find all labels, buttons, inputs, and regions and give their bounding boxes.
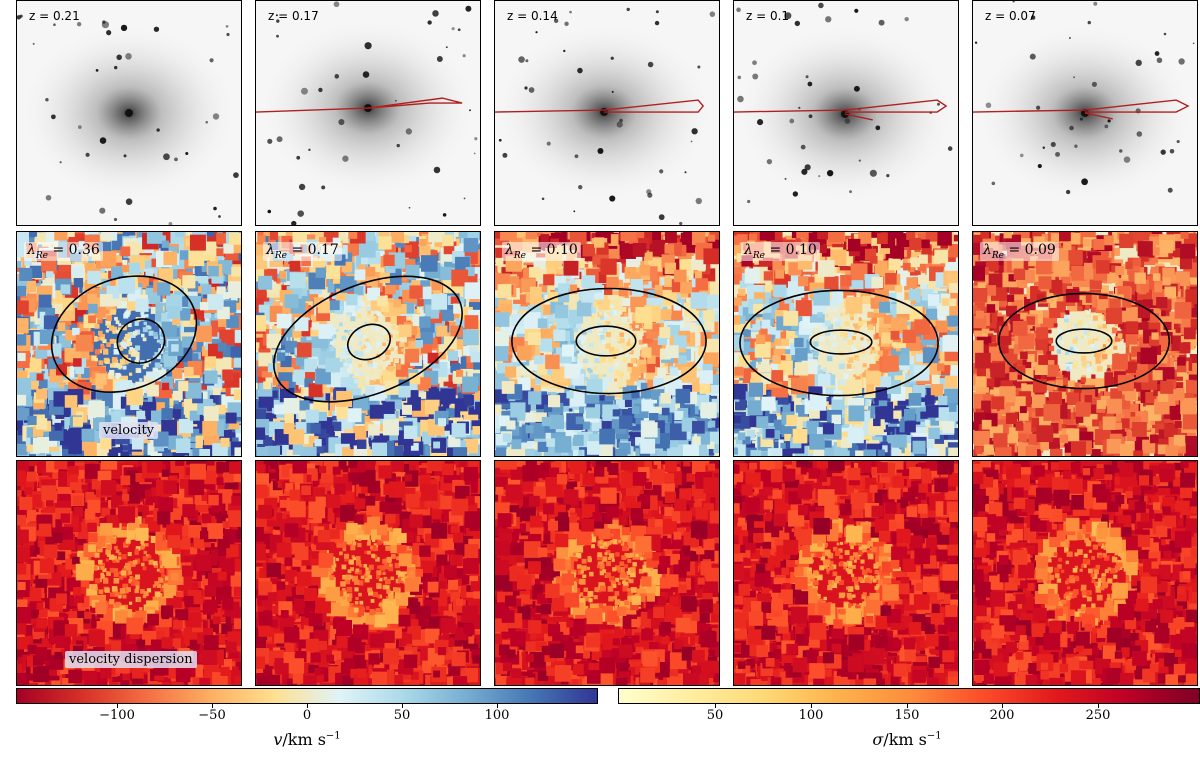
dispersion-map-1: [17, 461, 241, 685]
velocity-panel-1: λRe = 0.36 velocity: [16, 231, 242, 457]
lambda-label: λRe = 0.10: [741, 242, 820, 261]
velocity-axis-label: v/km s−1: [273, 730, 341, 749]
redshift-label: z = 0.17: [268, 9, 319, 23]
velocity-tick: 100: [484, 708, 510, 723]
dispersion-panel-1: velocity dispersion: [16, 460, 242, 686]
dispersion-map-2: [256, 461, 480, 685]
image-panel-4: z = 0.1: [733, 0, 959, 226]
velocity-tick: −50: [198, 708, 226, 723]
redshift-label: z = 0.07: [985, 9, 1036, 23]
velocity-map-2: [256, 232, 480, 456]
redshift-label: z = 0.1: [746, 9, 790, 23]
lambda-label: λRe = 0.10: [502, 242, 581, 261]
dispersion-panel-2: [255, 460, 481, 686]
velocity-colorbar: [16, 688, 598, 704]
dispersion-map-3: [495, 461, 719, 685]
lambda-label: λRe = 0.17: [263, 242, 342, 261]
velocity-tag: velocity: [99, 422, 159, 439]
velocity-map-4: [734, 232, 958, 456]
image-2: [256, 1, 480, 225]
velocity-panel-3: λRe = 0.10: [494, 231, 720, 457]
velocity-tick: −100: [99, 708, 135, 723]
velocity-panel-4: λRe = 0.10: [733, 231, 959, 457]
image-4: [734, 1, 958, 225]
velocity-tick: 50: [393, 708, 411, 723]
image-panel-5: z = 0.07: [972, 0, 1198, 226]
image-1: [17, 1, 241, 225]
redshift-label: z = 0.21: [29, 9, 80, 23]
velocity-panel-2: λRe = 0.17: [255, 231, 481, 457]
dispersion-map-5: [973, 461, 1197, 685]
dispersion-tick: 250: [1085, 708, 1111, 723]
velocity-map-3: [495, 232, 719, 456]
dispersion-tick: 50: [706, 708, 724, 723]
dispersion-colorbar: [618, 688, 1200, 704]
lambda-label: λRe = 0.09: [980, 242, 1059, 261]
velocity-panel-5: λRe = 0.09: [972, 231, 1198, 457]
dispersion-panel-4: [733, 460, 959, 686]
lambda-label: λRe = 0.36: [24, 242, 103, 261]
image-panel-1: z = 0.21: [16, 0, 242, 226]
dispersion-axis-label: σ/km s−1: [872, 730, 942, 749]
image-panel-3: z = 0.14: [494, 0, 720, 226]
velocity-map-5: [973, 232, 1197, 456]
dispersion-panel-5: [972, 460, 1198, 686]
dispersion-map-4: [734, 461, 958, 685]
dispersion-tick: 100: [798, 708, 824, 723]
velocity-tick: 0: [302, 708, 312, 723]
dispersion-tag: velocity dispersion: [65, 651, 197, 668]
redshift-label: z = 0.14: [507, 9, 558, 23]
dispersion-panel-3: [494, 460, 720, 686]
dispersion-tick: 150: [894, 708, 920, 723]
image-3: [495, 1, 719, 225]
image-panel-2: z = 0.17: [255, 0, 481, 226]
dispersion-tick: 200: [989, 708, 1015, 723]
image-5: [973, 1, 1197, 225]
